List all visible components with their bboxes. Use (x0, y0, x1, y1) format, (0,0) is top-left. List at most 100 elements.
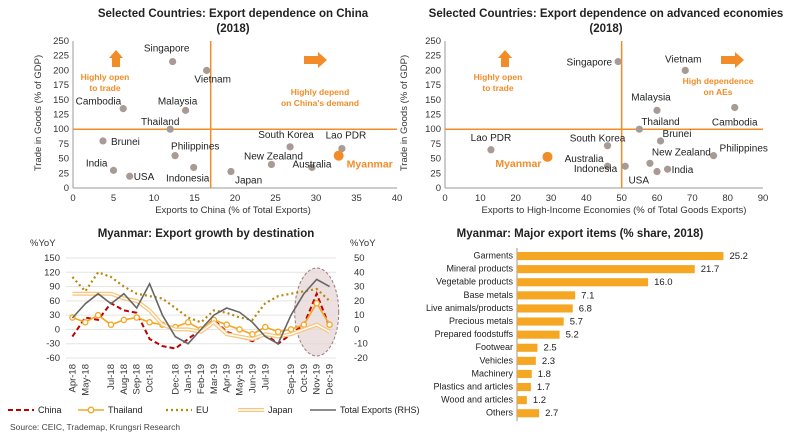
x-tick-label: Nov-19 (312, 364, 323, 395)
annotation-right: High dependence (683, 76, 754, 86)
y-tick-label: 225 (425, 51, 441, 62)
data-point (190, 163, 198, 172)
x-tick-label: 5 (111, 193, 116, 204)
bar-value-label: 2.5 (543, 343, 556, 354)
data-point (681, 66, 689, 74)
x-tick-label: 10 (475, 193, 486, 204)
bar (517, 409, 540, 418)
point-label: New Zealand (652, 147, 711, 158)
data-point (99, 137, 107, 145)
bar (517, 396, 527, 405)
data-point (731, 103, 739, 112)
y-tick-label: 250 (53, 36, 69, 47)
series-marker (326, 321, 333, 328)
x-tick-label: 25 (270, 193, 281, 204)
series-marker (274, 328, 282, 336)
x-tick-label: 35 (351, 193, 362, 204)
point-label: USA (134, 172, 155, 183)
y-tick-label: 150 (53, 95, 69, 106)
bar-category-label: Garments (473, 251, 513, 261)
data-point (308, 163, 316, 172)
chart3-left-unit: %YoY (30, 238, 56, 249)
series-line-total-exports-rhs- (71, 278, 330, 345)
annotation-left: to trade (89, 83, 120, 93)
y-tick-label: 125 (53, 110, 69, 121)
point-label: Singapore (567, 58, 613, 69)
data-point (169, 57, 177, 66)
y-tick-label-left: -30 (46, 339, 60, 350)
y-tick-label-right: -20 (354, 353, 368, 364)
series-marker (107, 321, 115, 328)
y-tick-label-right: 40 (354, 267, 365, 278)
x-tick-label: 10 (149, 193, 160, 204)
y-tick-label: 200 (53, 65, 69, 76)
bar-value-label: 21.7 (701, 264, 720, 275)
y-tick-label-right: 30 (354, 282, 365, 293)
x-tick-label: Dec-18 (170, 364, 181, 395)
x-tick-label: Jul-19 (260, 364, 271, 390)
y-tick-label-left: -60 (46, 353, 60, 364)
point-label: Cambodia (712, 117, 758, 128)
series-marker (236, 326, 243, 333)
series-marker (313, 299, 320, 307)
data-point (656, 137, 665, 145)
annotation-left: Highly open (81, 72, 130, 82)
bar-category-label: Plastics and articles (433, 382, 513, 392)
y-tick-label: 175 (425, 80, 441, 91)
bar-category-label: Footwear (475, 342, 513, 352)
export-growth-chart: Myanmar: Export growth by destination %Y… (8, 228, 420, 415)
series-marker (184, 319, 192, 326)
legend-label: Thailand (108, 405, 143, 415)
data-point (126, 172, 134, 180)
data-point (171, 152, 179, 160)
point-label: Malaysia (631, 92, 671, 103)
x-tick-label: 40 (581, 193, 592, 204)
bar-value-label: 2.7 (545, 408, 558, 419)
series-marker (146, 319, 153, 326)
x-tick-label: 40 (392, 193, 403, 204)
point-label: Vietnam (194, 74, 231, 85)
bar-value-label: 5.7 (570, 317, 583, 328)
series-marker (94, 311, 102, 319)
y-tick-label: 250 (425, 36, 441, 47)
data-point (603, 142, 612, 150)
y-tick-label: 225 (53, 51, 69, 62)
x-tick-label: Jun-19 (247, 364, 258, 393)
annotation-left: to trade (482, 83, 513, 93)
x-tick-label: 30 (546, 193, 557, 204)
source-note: Source: CEIC, Trademap, Krungsri Researc… (10, 422, 180, 432)
series-line-china (71, 291, 331, 350)
y-tick-label-left: 30 (49, 310, 60, 321)
x-tick-label: Oct-18 (145, 364, 156, 393)
point-label: Singapore (144, 44, 190, 55)
y-tick-label: 150 (425, 95, 441, 106)
annotation-left: Highly open (474, 72, 523, 82)
y-tick-label: 100 (53, 124, 69, 135)
point-label: Australia (292, 159, 331, 170)
x-tick-label: 30 (311, 193, 322, 204)
data-point (166, 125, 174, 133)
series-marker (249, 330, 256, 338)
y-tick-label: 75 (430, 139, 441, 150)
arrow-up-icon (109, 50, 123, 67)
data-point (614, 57, 622, 66)
bar (517, 383, 531, 392)
y-tick-label: 0 (436, 183, 441, 194)
legend-label: Total Exports (RHS) (340, 405, 420, 415)
y-tick-label-left: 0 (55, 324, 60, 335)
x-tick-label: 0 (442, 193, 447, 204)
bar-category-label: Precious metals (449, 316, 514, 326)
y-tick-label-left: 120 (44, 267, 60, 278)
bar-value-label: 7.1 (581, 290, 594, 301)
point-label: Thailand (641, 117, 679, 128)
data-point (119, 105, 127, 113)
x-tick-label: 0 (70, 193, 75, 204)
bar (517, 278, 649, 287)
point-label: India (672, 165, 694, 176)
x-tick-label: Feb-19 (196, 364, 207, 394)
chart2-xlabel: Exports to High-Income Economies (% of T… (482, 205, 747, 216)
point-label: Lao PDR (471, 133, 512, 144)
data-point (109, 166, 118, 174)
chart2-title-year: (2018) (589, 23, 622, 35)
point-label: Vietnam (665, 54, 702, 65)
